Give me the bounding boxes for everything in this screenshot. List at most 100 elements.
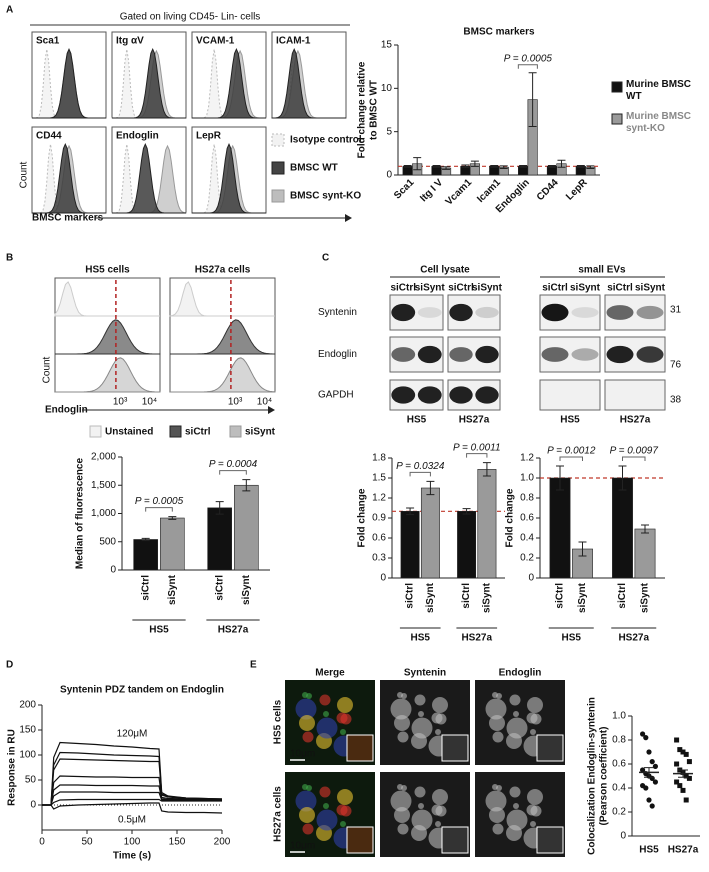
wt-curve <box>32 142 106 214</box>
x-tick-label: Itg I V <box>418 177 445 204</box>
bar <box>234 484 259 571</box>
cell-signal <box>432 789 448 805</box>
y-tick-label: 200 <box>19 700 36 711</box>
y-tick-label: 0 <box>620 831 626 842</box>
legend-swatch <box>271 161 285 175</box>
data-point <box>686 759 692 765</box>
x-tick-label: 100 <box>124 837 141 848</box>
annotation: 0.5μM <box>118 815 146 826</box>
y-axis-label: Fold change <box>505 488 516 547</box>
cell-signal <box>509 694 521 706</box>
p-value: P = 0.0005 <box>504 53 553 64</box>
x-tick-label: 10³ <box>228 397 243 408</box>
scale-bar-label: 10μm <box>290 749 315 760</box>
y-tick-label: 0 <box>528 573 534 584</box>
cell-signal <box>394 715 410 731</box>
histogram-track <box>170 357 276 393</box>
data-point <box>643 785 649 791</box>
row-label: Syntenin <box>318 307 357 318</box>
inset <box>441 734 469 762</box>
x-axis-label: BMSC markers <box>32 213 104 224</box>
marker-label: ICAM-1 <box>276 36 311 47</box>
blot-band <box>449 347 473 362</box>
blot-band <box>541 347 569 362</box>
y-tick-label: 0.6 <box>520 513 534 524</box>
cell-signal <box>401 785 407 791</box>
x-tick-label: siSynt <box>167 574 178 605</box>
x-tick-label: HS27a <box>668 845 699 856</box>
cell-signal <box>506 717 528 739</box>
blot-band <box>475 306 499 319</box>
arrow-head <box>268 406 275 414</box>
response-curve <box>42 758 222 806</box>
x-tick-label: 200 <box>214 837 231 848</box>
size-label: 38 <box>670 395 682 406</box>
y-tick-label: 1.2 <box>372 493 386 504</box>
x-tick-label: siSynt <box>640 582 651 613</box>
error-bar <box>618 465 627 491</box>
x-tick-label: siCtrl <box>617 583 628 609</box>
y-tick-label: 0.6 <box>612 759 626 770</box>
blot-band <box>391 386 416 404</box>
histogram-track <box>55 357 161 393</box>
cell-label: HS5 <box>407 415 427 426</box>
cell-signal <box>316 809 338 831</box>
cell-signal <box>319 786 331 798</box>
y-tick-label: 10 <box>381 83 393 94</box>
x-tick-label: siSynt <box>425 582 436 613</box>
error-bar <box>557 159 566 168</box>
lane-label: siSynt <box>635 283 666 294</box>
y-tick-label: 0.2 <box>520 553 534 564</box>
y-tick-label: 1,500 <box>91 480 116 491</box>
cell-signal <box>295 790 317 812</box>
error-bar <box>528 72 537 127</box>
cell-signal <box>316 717 338 739</box>
cell-signal <box>530 729 536 735</box>
legend-label: siSynt <box>245 427 276 438</box>
x-axis-label: Time (s) <box>113 851 151 862</box>
x-tick-label: siCtrl <box>140 575 151 601</box>
error-bar <box>141 537 150 542</box>
lane-label: siCtrl <box>390 283 416 294</box>
bar <box>457 511 477 579</box>
x-tick-label: siSynt <box>482 582 493 613</box>
cell-signal <box>337 697 353 713</box>
bar <box>207 507 232 571</box>
y-tick-label: 0 <box>386 170 392 181</box>
y-tick-label: 50 <box>25 775 37 786</box>
error-bar <box>586 165 595 169</box>
significance-bracket <box>409 471 431 477</box>
marker-label: Endoglin <box>116 131 159 142</box>
marker-label: CD44 <box>36 131 62 142</box>
data-point <box>674 779 680 785</box>
panel-label: A <box>6 5 13 16</box>
legend-label: siCtrl <box>185 427 211 438</box>
x-tick-label: 150 <box>169 837 186 848</box>
block-title: Cell lysate <box>420 265 470 276</box>
inset <box>346 734 374 762</box>
cell-signal <box>418 711 424 717</box>
error-bar <box>461 164 470 169</box>
y-axis-label: Count <box>19 161 30 188</box>
legend-label: Isotype control <box>290 135 362 146</box>
blot-band <box>541 303 569 322</box>
annotation: 120μM <box>117 729 148 740</box>
p-value: P = 0.0005 <box>135 496 184 507</box>
cell-label: HS5 <box>560 415 580 426</box>
wt-curve <box>192 142 266 214</box>
p-value: P = 0.0004 <box>209 459 258 470</box>
cell-signal <box>397 731 409 743</box>
blot-band <box>571 307 599 318</box>
column-header: Syntenin <box>404 668 446 679</box>
legend-swatch <box>169 425 182 438</box>
marker-label: LepR <box>196 131 222 142</box>
legend-swatch <box>229 425 242 438</box>
arrow-head <box>345 214 352 222</box>
error-bar <box>578 541 587 557</box>
bar <box>420 487 440 579</box>
cell-signal <box>414 786 426 798</box>
y-tick-label: 500 <box>99 536 116 547</box>
scale-bar-label: 10μm <box>290 841 315 852</box>
y-tick-label: 1,000 <box>91 508 116 519</box>
error-bar <box>547 164 556 168</box>
